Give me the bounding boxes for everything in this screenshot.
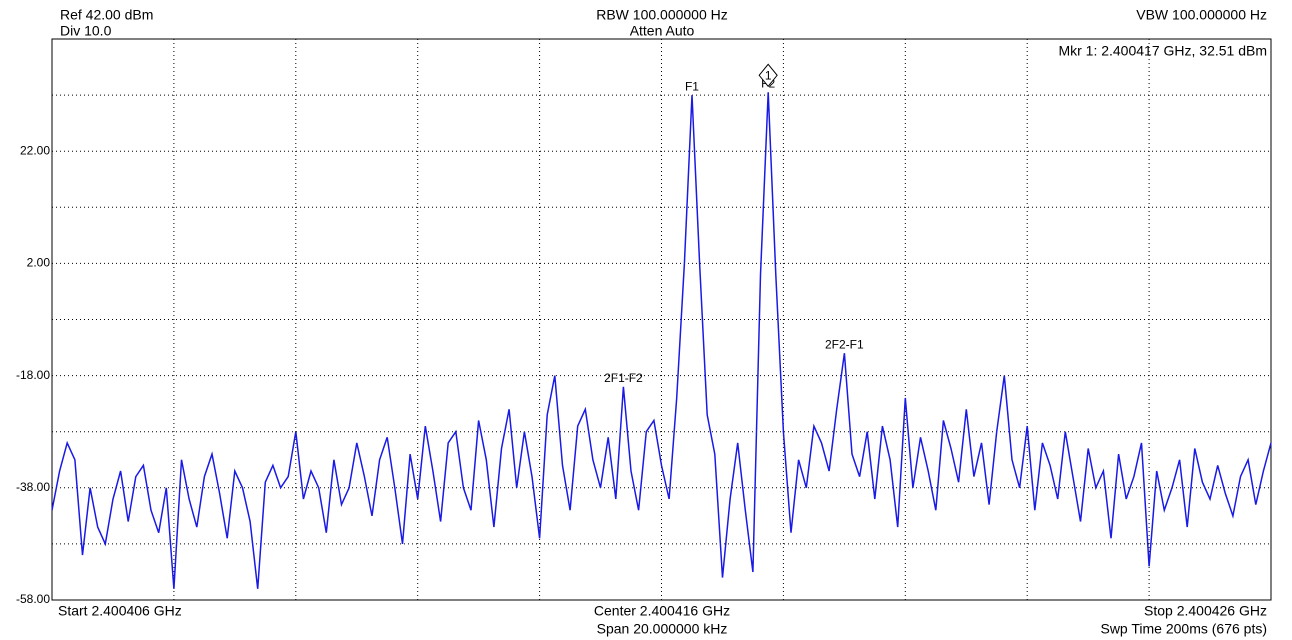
center-freq: Center 2.400416 GHz bbox=[594, 603, 730, 619]
div-scale: Div 10.0 bbox=[60, 23, 112, 39]
atten: Atten Auto bbox=[630, 23, 695, 39]
marker-diamond bbox=[758, 63, 778, 88]
vbw: VBW 100.000000 Hz bbox=[1136, 7, 1267, 23]
peak-annotation: F1 bbox=[685, 79, 699, 93]
ref-level: Ref 42.00 dBm bbox=[60, 7, 153, 23]
peak-annotation: 2F1-F2 bbox=[604, 371, 643, 385]
y-tick-label: 22.00 bbox=[20, 143, 50, 157]
marker-number: 1 bbox=[765, 68, 772, 82]
span: Span 20.000000 kHz bbox=[597, 621, 728, 637]
stop-freq: Stop 2.400426 GHz bbox=[1144, 603, 1267, 619]
y-tick-label: -58.00 bbox=[16, 592, 50, 606]
sweep-time: Swp Time 200ms (676 pts) bbox=[1100, 621, 1267, 637]
trace bbox=[51, 92, 1272, 589]
y-tick-label: -38.00 bbox=[16, 480, 50, 494]
marker-readout: Mkr 1: 2.400417 GHz, 32.51 dBm bbox=[1058, 43, 1267, 59]
y-tick-label: -18.00 bbox=[16, 368, 50, 382]
start-freq: Start 2.400406 GHz bbox=[58, 603, 182, 619]
y-tick-label: 2.00 bbox=[27, 256, 51, 270]
rbw: RBW 100.000000 Hz bbox=[596, 7, 728, 23]
peak-annotation: 2F2-F1 bbox=[825, 337, 864, 351]
